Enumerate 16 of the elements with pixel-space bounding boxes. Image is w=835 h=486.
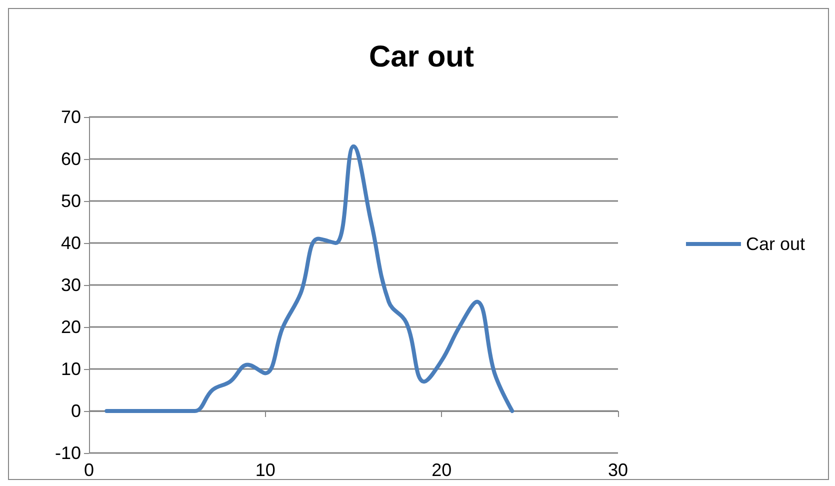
line-series <box>104 144 514 413</box>
legend-label: Car out <box>746 234 806 254</box>
x-tick-label: 30 <box>608 460 628 480</box>
y-tick-label: -10 <box>54 443 81 463</box>
y-tick-label: 70 <box>60 107 81 127</box>
x-tick-label: 20 <box>432 460 452 480</box>
x-tick-label: 10 <box>255 460 276 480</box>
y-tick-label: 40 <box>60 233 81 253</box>
chart-title: Car out <box>369 40 474 74</box>
y-tick-label: 0 <box>70 401 81 421</box>
y-tick-label: 60 <box>60 149 81 169</box>
y-tick-label: 50 <box>60 191 81 211</box>
y-tick-label: 20 <box>60 317 81 337</box>
x-tick-label: 0 <box>84 460 94 480</box>
y-tick-label: 30 <box>60 275 81 295</box>
y-tick-label: 10 <box>60 359 81 379</box>
